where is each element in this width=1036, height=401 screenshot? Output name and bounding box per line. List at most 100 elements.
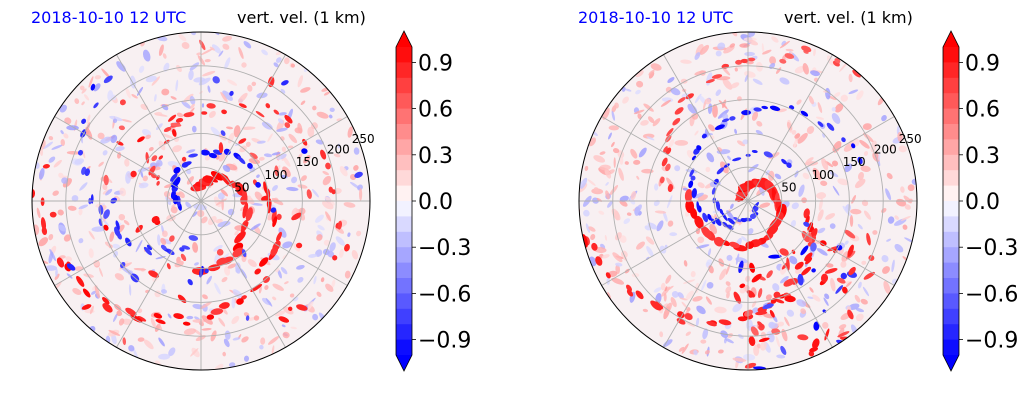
field-speckle (674, 165, 681, 172)
field-cell (834, 58, 841, 64)
field-speckle (43, 141, 54, 149)
field-speckle (290, 326, 298, 330)
field-speckle (240, 206, 245, 212)
field-cell (797, 334, 809, 341)
field-speckle (897, 132, 903, 142)
field-cell (672, 118, 681, 126)
field-speckle (168, 347, 176, 357)
field-speckle (286, 186, 299, 192)
field-cell (221, 109, 227, 115)
field-cell (212, 76, 220, 84)
field-speckle (881, 114, 887, 122)
field-speckle (170, 206, 178, 214)
field-speckle (163, 62, 170, 72)
chart-variable-title: vert. vel. (1 km) (237, 8, 366, 27)
field-speckle (662, 210, 668, 222)
field-speckle (734, 128, 738, 135)
field-speckle (256, 140, 266, 144)
colorbar-level (943, 185, 959, 202)
field-speckle (48, 156, 56, 163)
field-speckle (611, 110, 616, 121)
colorbar-level (943, 124, 959, 140)
field-speckle (762, 49, 772, 55)
field-speckle (351, 249, 359, 260)
field-cell (805, 257, 813, 265)
field-speckle (91, 226, 106, 232)
field-speckle (282, 166, 291, 177)
field-speckle (322, 171, 330, 176)
field-speckle (272, 283, 284, 291)
field-cell (784, 295, 796, 303)
field-speckle (825, 213, 836, 220)
field-speckle (624, 161, 629, 165)
polar-grid (579, 32, 917, 370)
field-speckle (742, 139, 749, 145)
field-cell (181, 156, 187, 162)
colorbar-tick-label: 0.0 (418, 190, 453, 215)
field-speckle (222, 35, 233, 42)
field-speckle (218, 317, 226, 327)
field-cell (866, 232, 871, 246)
field-speckle (267, 336, 280, 345)
field-speckle (725, 286, 732, 294)
colorbar-level (396, 324, 412, 341)
field-speckle (730, 82, 740, 89)
field-speckle (694, 52, 701, 60)
field-speckle (258, 286, 262, 294)
field-cell (344, 243, 350, 252)
field-speckle (900, 215, 911, 221)
field-cell (728, 241, 740, 249)
chart-panel-right: 2018-10-10 12 UTC vert. vel. (1 km) 50 10… (547, 0, 1036, 401)
field-speckle (715, 50, 722, 57)
field-speckle (232, 289, 243, 299)
field-speckle (102, 150, 108, 156)
field-cell (842, 286, 848, 294)
field-cell (77, 149, 84, 156)
field-speckle (52, 190, 59, 196)
field-speckle (133, 268, 147, 271)
field-cell (247, 162, 253, 169)
field-speckle (686, 149, 695, 160)
field-cell (103, 209, 110, 219)
field-cell (851, 143, 856, 149)
field-speckle (289, 293, 295, 298)
field-speckle (158, 353, 171, 360)
field-cell (713, 236, 725, 247)
field-speckle (329, 242, 336, 252)
field-speckle (261, 121, 273, 130)
field-cell (665, 163, 671, 172)
field-speckle (857, 224, 863, 230)
colorbar-level (396, 339, 412, 356)
field-speckle (618, 167, 624, 181)
field-speckle (186, 315, 194, 320)
chart-variable-title: vert. vel. (1 km) (784, 8, 913, 27)
field-speckle (198, 77, 211, 86)
field-speckle (798, 184, 805, 197)
field-speckle (271, 197, 284, 206)
field-speckle (842, 205, 852, 217)
field-speckle (748, 32, 756, 37)
field-speckle (154, 93, 157, 102)
field-cell (234, 231, 246, 244)
field-speckle (210, 126, 221, 138)
field-speckle (259, 344, 264, 350)
field-speckle (786, 121, 793, 131)
field-cell (81, 118, 87, 124)
field-speckle (79, 85, 85, 91)
field-speckle (109, 115, 123, 122)
field-speckle (665, 86, 672, 93)
field-speckle (344, 270, 351, 279)
field-speckle (805, 157, 814, 164)
field-speckle (679, 297, 688, 301)
colorbar-level (396, 185, 412, 202)
field-speckle (67, 205, 77, 211)
field-speckle (634, 204, 642, 214)
field-speckle (201, 103, 205, 108)
colorbar-level (396, 278, 412, 294)
field-speckle (686, 321, 695, 327)
field-speckle (231, 315, 240, 325)
field-speckle (812, 294, 821, 302)
field-speckle (81, 101, 85, 106)
field-speckle (716, 147, 723, 152)
field-speckle (854, 294, 861, 303)
